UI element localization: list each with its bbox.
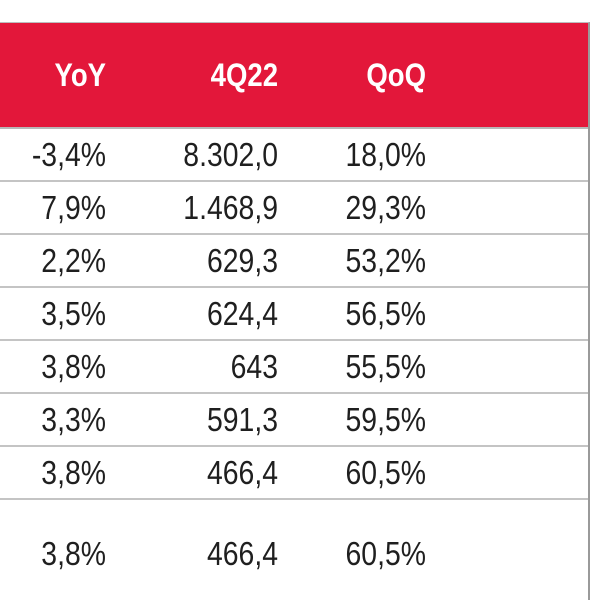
cell-4q22: 8.302,0: [183, 136, 278, 173]
table-row: 3,8% 466,4 60,5%: [0, 500, 588, 600]
cell-qoq: 56,5%: [345, 295, 426, 332]
header-qoq: QoQ: [366, 57, 426, 93]
header-yoy: YoY: [54, 57, 106, 93]
table-row: 3,5% 624,4 56,5%: [0, 288, 588, 341]
cell-yoy: 7,9%: [41, 189, 106, 226]
table-row: -3,4% 8.302,0 18,0%: [0, 129, 588, 182]
cell-4q22: 629,3: [206, 242, 278, 279]
cell-4q22: 624,4: [206, 295, 278, 332]
cell-4q22: 591,3: [206, 401, 278, 438]
cell-yoy: 3,5%: [41, 295, 106, 332]
cell-4q22: 466,4: [206, 535, 278, 572]
cell-qoq: 59,5%: [345, 401, 426, 438]
cell-qoq: 29,3%: [345, 189, 426, 226]
cell-yoy: 2,2%: [41, 242, 106, 279]
cell-qoq: 18,0%: [345, 136, 426, 173]
cell-yoy: 3,8%: [41, 535, 106, 572]
cell-4q22: 1.468,9: [183, 189, 278, 226]
cell-yoy: 3,8%: [41, 348, 106, 385]
cell-qoq: 53,2%: [345, 242, 426, 279]
cell-yoy: -3,4%: [31, 136, 107, 173]
cell-yoy: 3,8%: [41, 454, 106, 491]
cell-qoq: 55,5%: [345, 348, 426, 385]
financial-table: YoY 4Q22 QoQ -3,4% 8.302,0 18,0% 7,9% 1.…: [0, 22, 590, 600]
header-4q22: 4Q22: [210, 57, 278, 93]
cell-qoq: 60,5%: [345, 535, 426, 572]
table-row: 3,8% 643 55,5%: [0, 341, 588, 394]
cell-4q22: 643: [230, 348, 278, 385]
table-row: 7,9% 1.468,9 29,3%: [0, 182, 588, 235]
cell-4q22: 466,4: [206, 454, 278, 491]
table-row: 2,2% 629,3 53,2%: [0, 235, 588, 288]
table-header: YoY 4Q22 QoQ: [0, 23, 588, 129]
table-row: 3,3% 591,3 59,5%: [0, 394, 588, 447]
cell-qoq: 60,5%: [345, 454, 426, 491]
cell-yoy: 3,3%: [41, 401, 106, 438]
table-row: 3,8% 466,4 60,5%: [0, 447, 588, 500]
